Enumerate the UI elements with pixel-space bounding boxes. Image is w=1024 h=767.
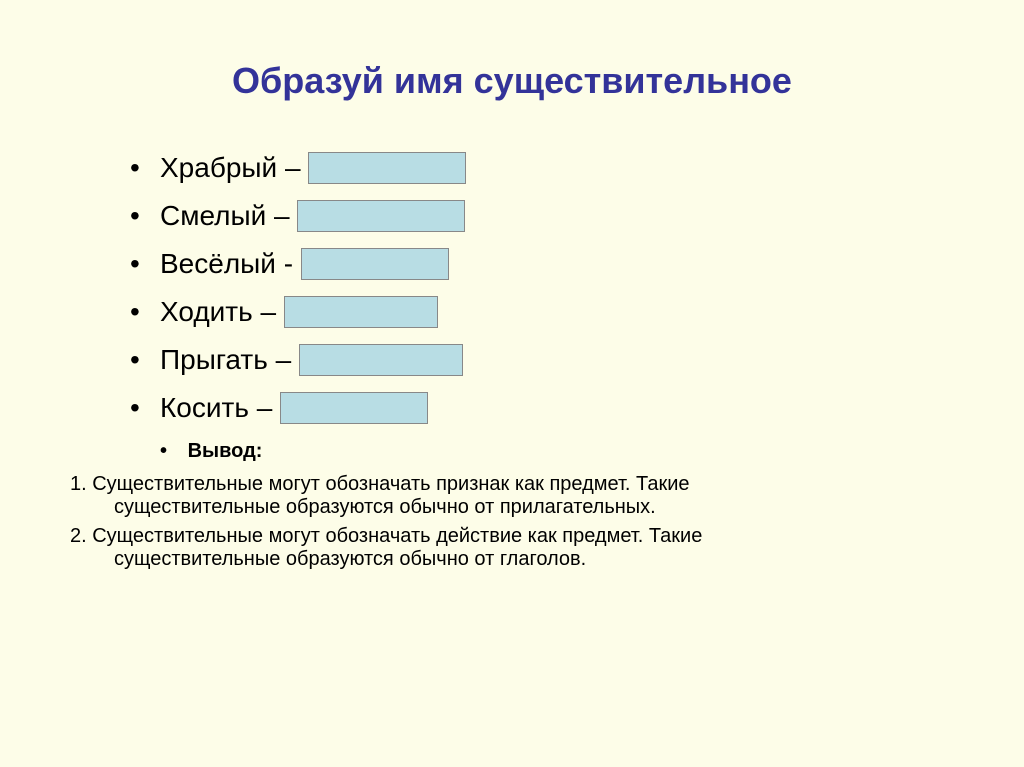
answer-cover (299, 344, 463, 376)
list-item: • Смелый – (130, 200, 954, 232)
conclusion-line: 1. Существительные могут обозначать приз… (70, 473, 690, 495)
word-label: Весёлый - (160, 248, 301, 280)
bullet-icon: • (130, 200, 160, 232)
answer-cover (297, 200, 465, 232)
bullet-icon: • (130, 392, 160, 424)
conclusion-line: 2. Существительные могут обозначать дейс… (70, 525, 702, 547)
list-item: • Прыгать – (130, 344, 954, 376)
word-label: Смелый – (160, 200, 297, 232)
answer-cover (284, 296, 438, 328)
conclusion-heading: • Вывод: (160, 440, 954, 463)
colon: : (256, 440, 263, 462)
bullet-icon: • (130, 296, 160, 328)
conclusion-label-text: Вывод (188, 440, 256, 462)
slide-container: Образуй имя существительное • Храбрый – … (0, 0, 1024, 617)
conclusion-item: 2. Существительные могут обозначать дейс… (70, 525, 954, 571)
bullet-icon: • (130, 248, 160, 280)
answer-cover (280, 392, 428, 424)
answer-cover (301, 248, 449, 280)
bullet-icon: • (130, 152, 160, 184)
conclusion-item: 1. Существительные могут обозначать приз… (70, 473, 954, 519)
list-item: • Храбрый – (130, 152, 954, 184)
conclusion-line: существительные образуются обычно от при… (70, 496, 954, 519)
slide-title: Образуй имя существительное (70, 60, 954, 102)
word-label: Ходить – (160, 296, 284, 328)
conclusion-line: существительные образуются обычно от гла… (70, 548, 954, 571)
word-label: Косить – (160, 392, 280, 424)
word-list: • Храбрый – • Смелый – • Весёлый - • Ход… (70, 152, 954, 424)
bullet-icon: • (160, 440, 182, 463)
list-item: • Весёлый - (130, 248, 954, 280)
list-item: • Косить – (130, 392, 954, 424)
word-label: Прыгать – (160, 344, 299, 376)
bullet-icon: • (130, 344, 160, 376)
answer-cover (308, 152, 466, 184)
list-item: • Ходить – (130, 296, 954, 328)
word-label: Храбрый – (160, 152, 308, 184)
